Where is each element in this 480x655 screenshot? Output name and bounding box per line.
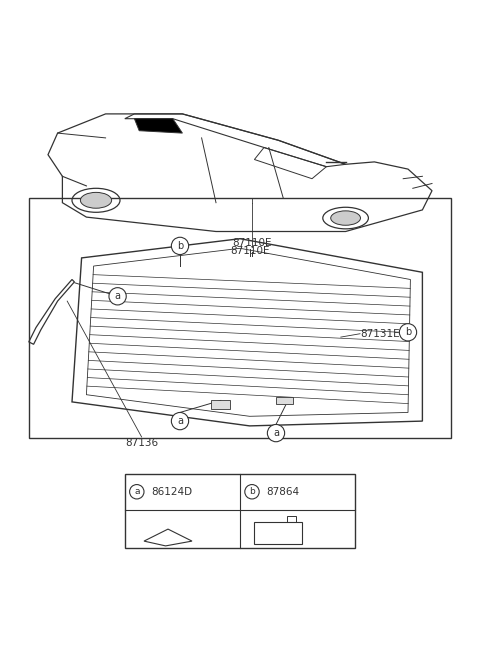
- Text: b: b: [177, 241, 183, 251]
- Ellipse shape: [81, 193, 111, 208]
- Text: b: b: [405, 328, 411, 337]
- Text: a: a: [134, 487, 140, 496]
- Text: 87864: 87864: [266, 487, 300, 496]
- FancyBboxPatch shape: [276, 397, 293, 404]
- Text: 87136: 87136: [125, 438, 158, 448]
- Text: a: a: [273, 428, 279, 438]
- Circle shape: [109, 288, 126, 305]
- FancyBboxPatch shape: [211, 400, 230, 409]
- Circle shape: [399, 324, 417, 341]
- Text: a: a: [177, 416, 183, 426]
- Circle shape: [171, 413, 189, 430]
- Circle shape: [267, 424, 285, 441]
- Text: a: a: [115, 291, 120, 301]
- Polygon shape: [134, 119, 182, 133]
- Text: 87131E: 87131E: [360, 329, 400, 339]
- Circle shape: [245, 485, 259, 499]
- Circle shape: [130, 485, 144, 499]
- Text: 87110E: 87110E: [230, 246, 269, 255]
- Circle shape: [171, 237, 189, 255]
- Text: 87110E: 87110E: [232, 238, 272, 248]
- Text: b: b: [249, 487, 255, 496]
- Ellipse shape: [331, 211, 360, 225]
- Text: 86124D: 86124D: [151, 487, 192, 496]
